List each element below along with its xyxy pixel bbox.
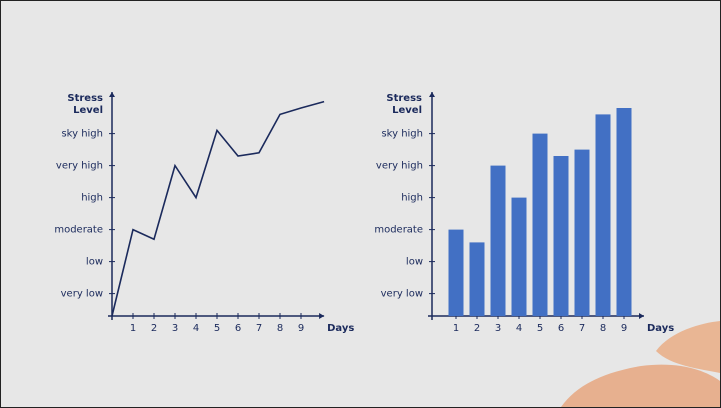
x-tick-label: 1	[130, 323, 136, 334]
bar	[553, 156, 569, 316]
y-tick-label: moderate	[54, 225, 103, 236]
bar	[532, 133, 548, 316]
x-tick-label: 5	[214, 323, 220, 334]
y-tick-label: very high	[56, 161, 103, 172]
x-tick-label: 5	[537, 323, 543, 334]
x-tick-label: 6	[235, 323, 241, 334]
y-arrow	[109, 92, 115, 97]
x-tick-label: 7	[579, 323, 585, 334]
x-tick-label: 8	[277, 323, 283, 334]
y-tick-label: low	[406, 257, 423, 268]
bar	[490, 165, 506, 316]
bar	[574, 149, 590, 316]
bar	[448, 229, 464, 316]
y-tick-label: high	[401, 193, 423, 204]
x-tick-label: 4	[516, 323, 522, 334]
y-axis-title: Stress Level	[386, 93, 422, 116]
x-tick-label: 7	[256, 323, 262, 334]
hand	[561, 364, 720, 407]
y-arrow	[429, 92, 435, 97]
x-tick-label: 9	[621, 323, 627, 334]
bar	[511, 197, 527, 316]
x-axis-title: Days	[647, 323, 674, 334]
x-arrow	[639, 313, 644, 319]
x-tick-label: 3	[172, 323, 178, 334]
y-tick-label: moderate	[374, 225, 423, 236]
y-tick-label: very low	[61, 289, 103, 300]
y-tick-label: high	[81, 193, 103, 204]
y-axis-title: Stress Level	[67, 93, 103, 116]
x-tick-label: 6	[558, 323, 564, 334]
y-tick-label: low	[86, 257, 103, 268]
x-tick-label: 4	[193, 323, 199, 334]
line	[111, 100, 325, 317]
x-tick-label: 1	[453, 323, 459, 334]
finger	[656, 321, 720, 373]
x-tick-label: 2	[474, 323, 480, 334]
y-tick-label: very high	[376, 161, 423, 172]
y-tick-label: sky high	[61, 129, 103, 140]
y-tick-label: sky high	[381, 129, 423, 140]
y-tick-label: very low	[381, 289, 423, 300]
x-axis-title: Days	[327, 323, 354, 334]
x-tick-label: 9	[298, 323, 304, 334]
x-tick-label: 3	[495, 323, 501, 334]
bar	[469, 242, 485, 316]
x-tick-label: 8	[600, 323, 606, 334]
x-arrow	[319, 313, 325, 319]
bar	[616, 108, 632, 316]
bar	[595, 114, 611, 317]
x-tick-label: 2	[151, 323, 157, 334]
